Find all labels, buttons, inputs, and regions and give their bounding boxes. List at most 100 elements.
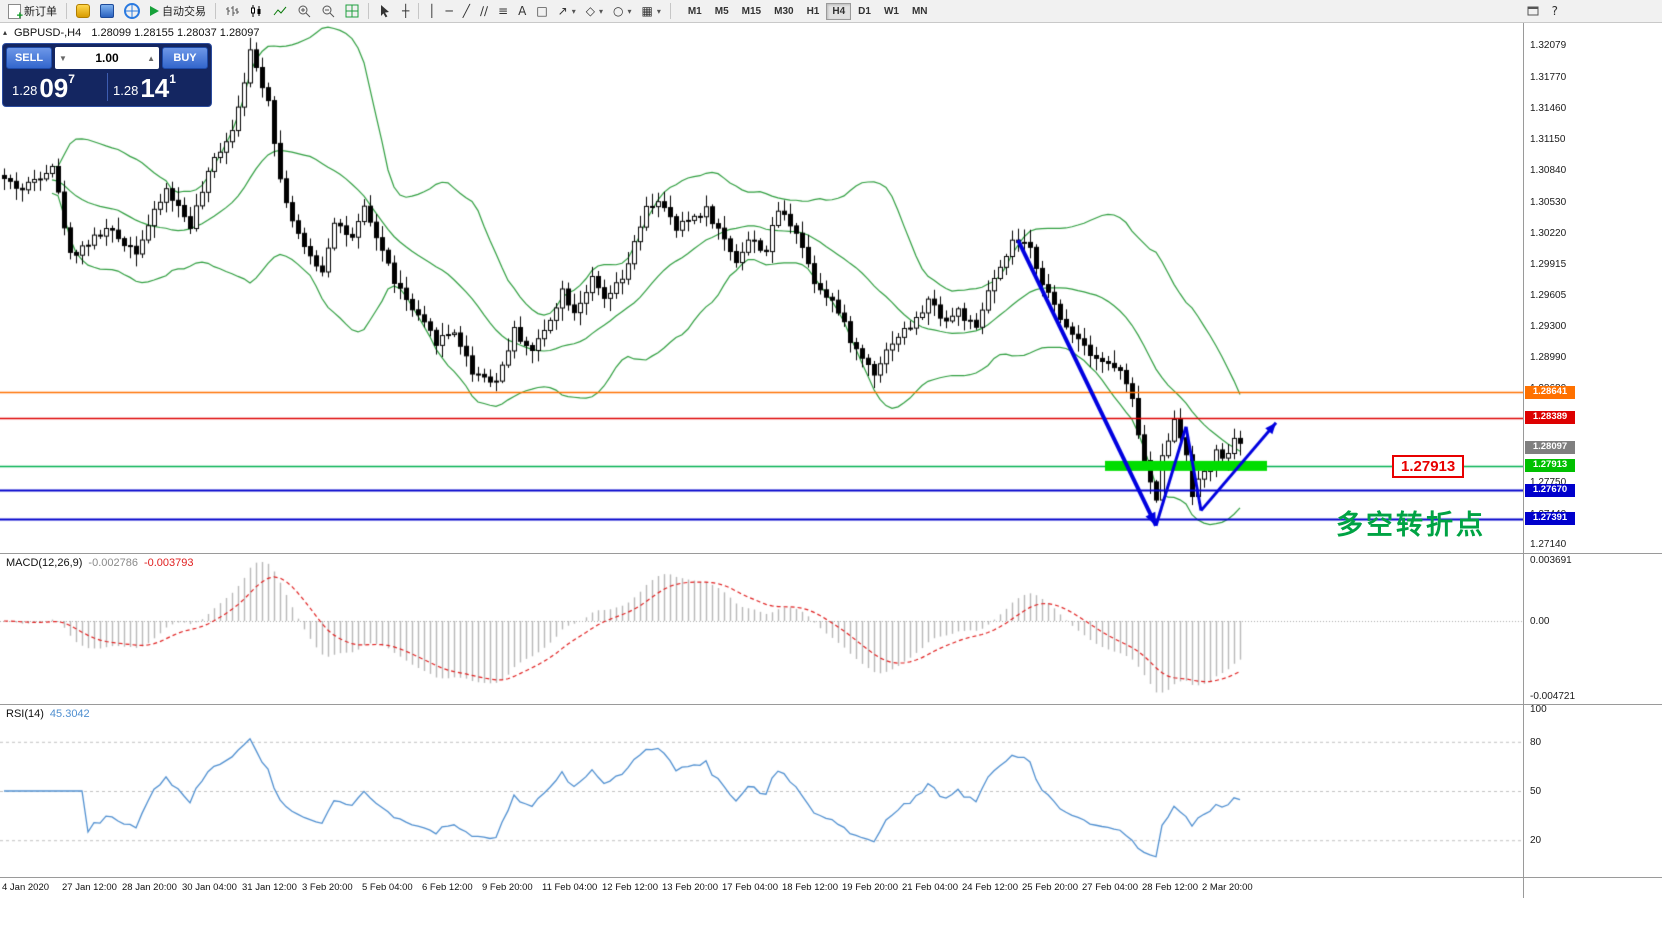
- metaeditor-button[interactable]: [72, 2, 94, 20]
- price-tag: 1.27913: [1525, 459, 1575, 473]
- time-axis-label: 6 Feb 12:00: [422, 882, 473, 893]
- candlestick-chart-button[interactable]: [245, 2, 267, 20]
- text-tool-button[interactable]: A: [514, 2, 530, 20]
- rsi-name: RSI(14): [6, 708, 44, 720]
- indicators-icon: ▦: [641, 4, 653, 18]
- horizontal-line-tool-button[interactable]: ─: [441, 2, 456, 20]
- volume-decrease-icon[interactable]: ▼: [59, 53, 67, 63]
- indicators-dropdown-button[interactable]: ▦ ▾: [637, 2, 664, 20]
- price-tag: 1.28641: [1525, 385, 1575, 399]
- timeframe-button-m15[interactable]: M15: [736, 3, 767, 20]
- axis-label: 1.31460: [1530, 102, 1567, 114]
- pane-separator[interactable]: [0, 704, 1662, 705]
- zoom-in-button[interactable]: [293, 2, 315, 20]
- fullscreen-button[interactable]: [1522, 2, 1544, 20]
- buy-price-big: 1.28: [113, 83, 139, 98]
- macd-main-value: -0.002786: [88, 557, 138, 569]
- sell-price-point: 7: [68, 72, 75, 86]
- autotrading-button[interactable]: 自动交易: [146, 2, 210, 20]
- candlestick-chart-icon: [251, 5, 261, 17]
- trendline-icon: ╱: [462, 4, 470, 18]
- cursor-tool-button[interactable]: [374, 2, 396, 20]
- turning-point-annotation[interactable]: 多空转折点: [1336, 510, 1486, 540]
- price-axis-border: [1523, 23, 1524, 898]
- axis-label: 1.27750: [1530, 477, 1567, 489]
- time-axis-label: 18 Feb 12:00: [782, 882, 838, 893]
- label-tool-button[interactable]: □: [532, 2, 551, 20]
- price-annotation-box[interactable]: 1.27913: [1392, 455, 1465, 478]
- one-click-panel-toggle-icon[interactable]: ▴: [3, 28, 8, 37]
- volume-stepper[interactable]: ▼ 1.00 ▲: [55, 47, 159, 69]
- axis-label: 50: [1530, 786, 1542, 797]
- axis-label: 1.30220: [1530, 227, 1567, 239]
- channel-tool-button[interactable]: ∕∕: [476, 2, 492, 20]
- tile-windows-button[interactable]: [341, 2, 363, 20]
- clock-dropdown-button[interactable]: ○ ▾: [609, 2, 636, 20]
- bar-chart-button[interactable]: [221, 2, 243, 20]
- one-click-trading-panel: SELL ▼ 1.00 ▲ BUY 1.28 09 7 1.28 14: [2, 43, 212, 107]
- price-axis[interactable]: 1.32079 1.31770 1.31460 1.31150 1.30840 1.305…: [1524, 23, 1662, 944]
- crosshair-icon: ┼: [402, 4, 410, 18]
- timeframe-button-mn[interactable]: MN: [906, 3, 934, 20]
- crosshair-tool-button[interactable]: ┼: [398, 2, 413, 20]
- fibonacci-tool-button[interactable]: ≡: [494, 2, 512, 20]
- chevron-down-icon: ▾: [571, 6, 576, 16]
- arrows-tool-button[interactable]: ↗ ▾: [554, 2, 580, 20]
- volume-value[interactable]: 1.00: [95, 51, 119, 65]
- sell-button[interactable]: SELL: [6, 47, 52, 69]
- buy-price-point: 1: [169, 72, 176, 86]
- symbol-period-label: GBPUSD-,H4: [14, 27, 82, 39]
- text-icon: A: [518, 4, 527, 18]
- time-axis[interactable]: 4 Jan 2020 27 Jan 12:00 28 Jan 20:00 30 Jan…: [0, 878, 1523, 898]
- time-axis-label: 12 Feb 12:00: [602, 882, 658, 893]
- time-axis-label: 27 Jan 12:00: [62, 882, 117, 893]
- axis-label: 80: [1530, 736, 1542, 748]
- toolbar-separator: [368, 3, 369, 19]
- community-button[interactable]: [120, 2, 144, 20]
- macd-legend: MACD(12,26,9) -0.002786 -0.003793: [6, 557, 194, 569]
- buy-button[interactable]: BUY: [162, 47, 208, 69]
- rsi-indicator-canvas[interactable]: [0, 705, 1523, 877]
- horizontal-line-icon: ─: [445, 4, 453, 18]
- timeframe-button-h1[interactable]: H1: [801, 3, 826, 20]
- line-chart-button[interactable]: [269, 2, 291, 20]
- market-button[interactable]: [96, 2, 118, 20]
- trade-panel-controls: SELL ▼ 1.00 ▲ BUY: [6, 47, 208, 69]
- price-chart-canvas[interactable]: [0, 23, 1523, 553]
- axis-label: 1.27140: [1530, 538, 1567, 550]
- tile-windows-icon: [345, 4, 359, 18]
- timeframe-button-m30[interactable]: M30: [768, 3, 799, 20]
- line-chart-icon: [273, 6, 287, 16]
- time-axis-label: 13 Feb 20:00: [662, 882, 718, 893]
- axis-label: 0.003691: [1530, 555, 1572, 566]
- shapes-dropdown-button[interactable]: ◇ ▾: [582, 2, 607, 20]
- axis-label: 1.31150: [1530, 134, 1566, 146]
- pane-separator[interactable]: [0, 553, 1662, 554]
- sell-price-pips: 09: [39, 73, 69, 103]
- timeframe-button-d1[interactable]: D1: [852, 3, 877, 20]
- new-order-button[interactable]: 新订单: [4, 2, 61, 22]
- price-tag: 1.27670: [1525, 483, 1575, 497]
- pane-separator[interactable]: [0, 877, 1662, 878]
- trendline-tool-button[interactable]: ╱: [459, 2, 474, 20]
- rsi-value: 45.3042: [49, 708, 90, 720]
- help-button[interactable]: ?: [1548, 2, 1562, 20]
- macd-indicator-canvas[interactable]: [0, 554, 1523, 704]
- timeframe-button-m1[interactable]: M1: [682, 3, 708, 20]
- volume-increase-icon[interactable]: ▲: [147, 53, 155, 63]
- axis-label: 1.29915: [1530, 258, 1567, 270]
- axis-label: -0.004721: [1530, 691, 1576, 702]
- vertical-line-tool-button[interactable]: │: [424, 2, 439, 20]
- axis-label: 1.30530: [1530, 196, 1567, 208]
- buy-price-pips: 14: [140, 73, 170, 103]
- autotrading-play-icon: [150, 6, 159, 16]
- timeframe-button-w1[interactable]: W1: [878, 3, 905, 20]
- buy-price: 1.28 14 1: [107, 71, 208, 103]
- timeframe-button-m5[interactable]: M5: [709, 3, 735, 20]
- time-axis-label: 25 Feb 20:00: [1022, 882, 1078, 893]
- axis-label: 1.29300: [1530, 320, 1567, 332]
- axis-label: 20: [1530, 835, 1542, 847]
- timeframe-button-h4[interactable]: H4: [826, 2, 852, 20]
- timeframe-toolbar: M1 M5 M15 M30 H1 H4 D1 W1 MN: [682, 2, 934, 20]
- zoom-out-button[interactable]: [317, 2, 339, 20]
